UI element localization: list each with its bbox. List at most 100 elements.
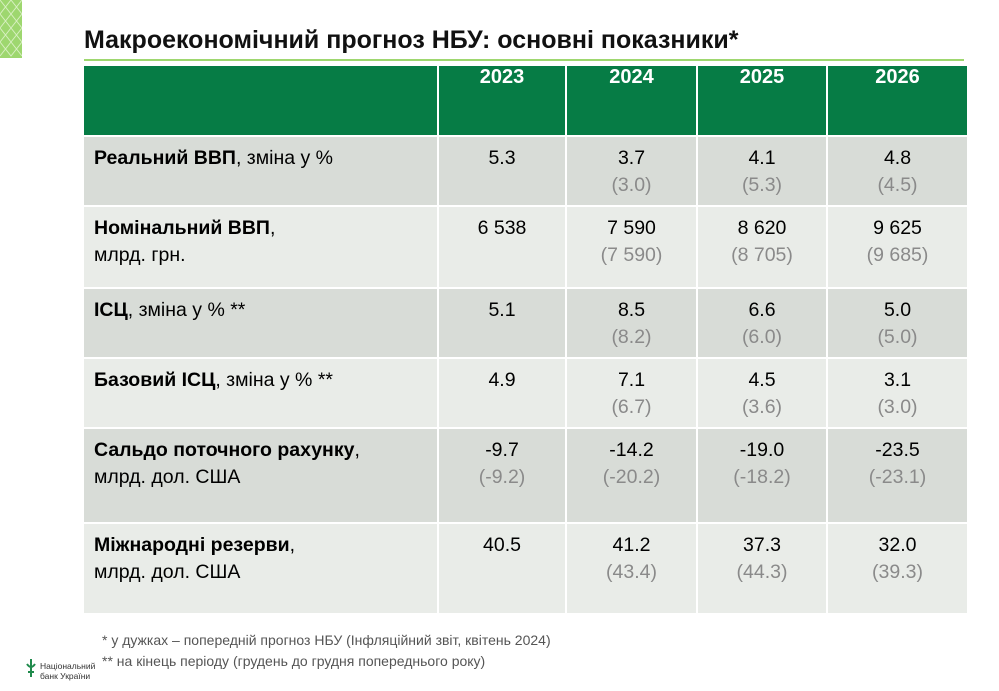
value-cell: 7 590 (7 590): [565, 205, 697, 288]
corner-decoration: [0, 0, 23, 58]
logo-line-1: Національний: [40, 660, 96, 671]
value-cell: 5.1: [437, 287, 566, 358]
current-value: 5.1: [488, 299, 516, 321]
row-label: Сальдо поточного рахунку, млрд. дол. США: [84, 427, 438, 523]
row-label-bold: ІСЦ: [94, 299, 128, 321]
value-cell: 8 620 (8 705): [696, 205, 827, 288]
footnote-end-of-period: ** на кінець періоду (грудень до грудня …: [102, 653, 486, 669]
value-cell: -14.2 (-20.2): [565, 427, 697, 523]
current-value: 7 590: [607, 217, 656, 239]
previous-forecast-value: (6.0): [741, 326, 783, 348]
previous-forecast-value: (5.0): [877, 326, 918, 348]
value-cell: -19.0 (-18.2): [696, 427, 827, 523]
table-row: Базовий ІСЦ, зміна у % ** 4.9 7.1 (6.7) 4.5 (…: [84, 357, 967, 428]
value-cell: -23.5 (-23.1): [826, 427, 967, 523]
current-value: 5.0: [883, 299, 912, 321]
current-value: 4.9: [488, 369, 516, 391]
current-value: 6 538: [477, 217, 527, 239]
current-value: 3.7: [617, 147, 646, 169]
value-cell: 8.5 (8.2): [565, 287, 697, 358]
current-value: 37.3: [743, 534, 781, 556]
header-row: 2023 2024 2025 2026: [84, 66, 967, 136]
row-label-bold: Реальний ВВП: [94, 147, 236, 169]
previous-forecast-value: (5.3): [741, 174, 783, 196]
previous-forecast-value: (3.6): [741, 396, 783, 418]
table-row: Номінальний ВВП, млрд. грн. 6 538 7 590 (7 5…: [84, 205, 967, 288]
value-cell: 4.8 (4.5): [826, 135, 967, 206]
current-value: 8 620: [737, 217, 787, 239]
current-value: 7.1: [617, 369, 646, 391]
year-header: 2024: [565, 66, 697, 136]
current-value: 3.1: [883, 369, 912, 391]
table-row: Реальний ВВП, зміна у % 5.3 3.7 (3.0) 4.1 (5.…: [84, 135, 967, 206]
row-label-suffix: , зміна у % **: [215, 369, 333, 391]
year-header: 2023: [437, 66, 566, 136]
nbu-logo-icon: [25, 658, 37, 683]
row-label-bold: Міжнародні резерви: [94, 534, 290, 556]
row-label-bold: Базовий ІСЦ: [94, 369, 216, 391]
value-cell: 3.1 (3.0): [826, 357, 967, 428]
current-value: 4.5: [748, 369, 776, 391]
row-label-suffix: ,: [354, 439, 360, 461]
row-label-unit: млрд. дол. США: [94, 561, 241, 583]
value-cell: 41.2 (43.4): [565, 522, 697, 613]
previous-forecast-value: (3.0): [877, 396, 918, 418]
current-value: 9 625: [873, 217, 922, 239]
previous-forecast-value: (-20.2): [602, 466, 661, 488]
value-cell: 4.5 (3.6): [696, 357, 827, 428]
current-value: 4.8: [883, 147, 912, 169]
previous-forecast-value: (8 705): [731, 244, 793, 266]
row-label-unit: млрд. грн.: [94, 244, 186, 266]
title-divider: [84, 59, 964, 61]
value-cell: 7.1 (6.7): [565, 357, 697, 428]
value-cell: 5.0 (5.0): [826, 287, 967, 358]
current-value: 8.5: [617, 299, 646, 321]
value-cell: 6 538: [437, 205, 566, 288]
value-cell: 4.1 (5.3): [696, 135, 827, 206]
row-label: Номінальний ВВП, млрд. грн.: [84, 205, 438, 288]
row-label: Міжнародні резерви, млрд. дол. США: [84, 522, 438, 613]
value-cell: 6.6 (6.0): [696, 287, 827, 358]
row-label-suffix: ,: [269, 217, 276, 239]
previous-forecast-value: (6.7): [611, 396, 652, 418]
current-value: -14.2: [609, 439, 654, 461]
current-value: -19.0: [739, 439, 785, 461]
current-value: -23.5: [875, 439, 920, 461]
row-label-suffix: , зміна у % **: [127, 299, 246, 321]
previous-forecast-value: (-18.2): [733, 466, 791, 488]
previous-forecast-value: (43.4): [606, 561, 657, 583]
current-value: 41.2: [612, 534, 651, 556]
value-cell: 5.3: [437, 135, 566, 206]
previous-forecast-value: (-23.1): [868, 466, 927, 488]
row-label: ІСЦ, зміна у % **: [84, 287, 438, 358]
previous-forecast-value: (44.3): [736, 561, 788, 583]
footnotes: * у дужках – попередній прогноз НБУ (Інф…: [102, 630, 551, 672]
value-cell: 40.5: [437, 522, 566, 613]
value-cell: 37.3 (44.3): [696, 522, 827, 613]
year-header: 2025: [696, 66, 827, 136]
table-row: Сальдо поточного рахунку, млрд. дол. США -…: [84, 427, 967, 523]
value-cell: 4.9: [437, 357, 566, 428]
previous-forecast-value: (3.0): [611, 174, 652, 196]
previous-forecast-value: (39.3): [872, 561, 923, 583]
current-value: 6.6: [748, 299, 776, 321]
current-value: 32.0: [878, 534, 917, 556]
table-row: ІСЦ, зміна у % ** 5.1 8.5 (8.2) 6.6 (6.0) 5.0 (…: [84, 287, 967, 358]
row-label-suffix: , зміна у %: [235, 147, 333, 169]
previous-forecast-value: (7 590): [600, 244, 663, 266]
table-row: Міжнародні резерви, млрд. дол. США 40.5 41.…: [84, 522, 967, 613]
row-label: Реальний ВВП, зміна у %: [84, 135, 438, 206]
row-label: Базовий ІСЦ, зміна у % **: [84, 357, 438, 428]
row-label-bold: Сальдо поточного рахунку: [94, 439, 355, 461]
current-value: 40.5: [483, 534, 521, 556]
header-empty-cell: [84, 66, 438, 136]
value-cell: -9.7 (-9.2): [437, 427, 566, 523]
year-header: 2026: [826, 66, 967, 136]
value-cell: 9 625 (9 685): [826, 205, 967, 288]
previous-forecast-value: (4.5): [877, 174, 918, 196]
previous-forecast-value: (9 685): [866, 244, 929, 266]
footnote-previous-forecast: * у дужках – попередній прогноз НБУ (Інф…: [102, 632, 551, 648]
logo-line-2: банк України: [40, 670, 91, 681]
current-value: 5.3: [488, 147, 516, 169]
nbu-logo: Національний банк України: [25, 658, 95, 683]
